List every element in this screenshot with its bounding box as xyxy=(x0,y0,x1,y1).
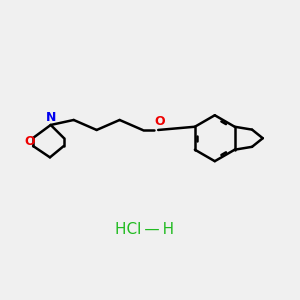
Text: HCl — H: HCl — H xyxy=(115,222,174,237)
Text: N: N xyxy=(46,111,56,124)
Text: O: O xyxy=(154,115,165,128)
Text: O: O xyxy=(24,136,35,148)
